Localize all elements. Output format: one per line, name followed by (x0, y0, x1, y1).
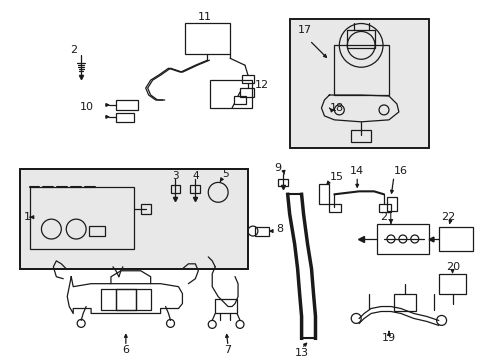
Text: 7: 7 (224, 345, 231, 355)
Bar (438, 274, 466, 294)
Text: 9: 9 (274, 162, 281, 172)
Text: 4: 4 (192, 171, 198, 181)
Text: 21: 21 (379, 212, 393, 222)
Bar (234, 96, 245, 104)
Bar (116, 100, 138, 110)
Bar (386, 197, 396, 211)
Bar (101, 289, 150, 310)
Bar (116, 113, 134, 122)
Bar (190, 185, 200, 193)
Text: 17: 17 (297, 26, 311, 36)
Bar (20, 170, 247, 269)
Bar (277, 179, 287, 186)
Bar (334, 45, 388, 95)
Text: 15: 15 (329, 172, 343, 183)
Bar (215, 298, 237, 314)
Bar (29, 187, 134, 249)
Text: 14: 14 (349, 166, 364, 176)
Bar (346, 31, 374, 48)
Text: 5: 5 (222, 170, 228, 180)
Bar (20, 170, 247, 269)
Bar (116, 289, 136, 310)
Text: 1: 1 (23, 212, 31, 222)
Text: 22: 22 (441, 212, 455, 222)
Text: 8: 8 (275, 224, 283, 234)
Text: 12: 12 (254, 80, 268, 90)
Bar (240, 88, 253, 97)
Bar (242, 75, 253, 83)
Bar (89, 226, 105, 236)
Text: 19: 19 (381, 333, 395, 343)
Bar (210, 80, 251, 108)
Bar (350, 130, 370, 142)
Text: 11: 11 (198, 12, 212, 22)
Bar (20, 170, 247, 269)
Bar (185, 23, 230, 54)
Bar (289, 19, 428, 148)
Bar (289, 19, 428, 148)
Bar (141, 204, 150, 214)
Text: 20: 20 (446, 262, 460, 272)
Text: 2: 2 (69, 45, 77, 55)
Text: 3: 3 (172, 171, 179, 181)
Bar (319, 184, 329, 204)
Text: 16: 16 (393, 166, 407, 176)
Text: 6: 6 (122, 345, 129, 355)
Bar (393, 294, 415, 311)
Text: 10: 10 (80, 102, 94, 112)
Bar (378, 204, 390, 212)
Bar (376, 224, 428, 254)
Bar (329, 204, 341, 212)
Bar (438, 227, 472, 251)
Bar (170, 185, 180, 193)
Text: 18: 18 (329, 103, 343, 113)
Bar (254, 227, 268, 236)
Text: 13: 13 (294, 348, 308, 358)
